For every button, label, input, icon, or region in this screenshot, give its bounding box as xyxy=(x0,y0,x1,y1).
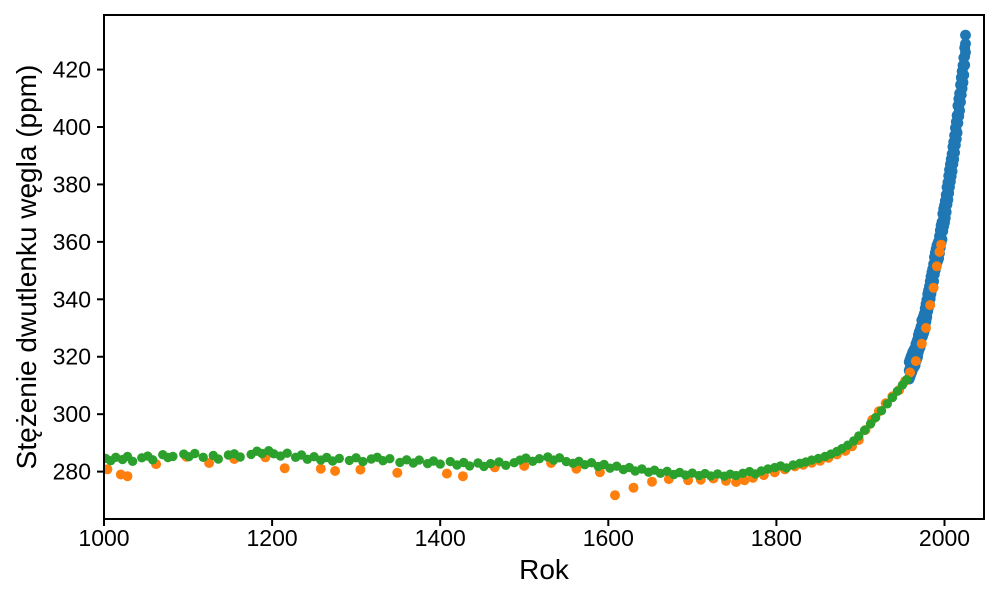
x-axis-title: Rok xyxy=(519,554,569,585)
x-tick-label: 1800 xyxy=(751,525,802,551)
ice-core-record-green-point xyxy=(385,454,395,464)
ice-core-record-orange-point xyxy=(279,463,290,474)
ice-core-record-orange-point xyxy=(457,471,468,482)
ice-core-record-green-point xyxy=(414,455,424,465)
instrumental-record-blue-series xyxy=(903,29,971,385)
ice-core-record-orange-point xyxy=(330,466,341,476)
x-tick-label: 2000 xyxy=(919,525,970,551)
ice-core-record-orange-point xyxy=(610,490,620,501)
ice-core-record-orange-point xyxy=(910,356,921,367)
ice-core-record-green-point xyxy=(235,452,245,462)
ice-core-record-green-point xyxy=(358,456,368,467)
ice-core-record-green-point xyxy=(168,451,178,462)
y-tick-label: 280 xyxy=(53,459,91,485)
plot-border xyxy=(103,14,985,520)
ice-core-record-green-point xyxy=(148,455,158,465)
ice-core-record-green-point xyxy=(876,406,887,416)
ice-core-record-green-point xyxy=(902,375,912,385)
ice-core-record-green-point xyxy=(882,399,892,409)
ice-core-record-green-point xyxy=(870,412,881,423)
ice-core-record-green-point xyxy=(190,448,200,459)
instrumental-record-blue-point xyxy=(960,46,971,58)
y-tick-label: 360 xyxy=(53,229,91,255)
ice-core-record-orange-point xyxy=(104,464,113,475)
instrumental-record-blue-point xyxy=(959,59,971,71)
ice-core-record-green-series xyxy=(104,375,912,481)
x-tick-label: 1600 xyxy=(583,525,634,551)
ice-core-record-orange-point xyxy=(928,282,939,293)
ice-core-record-green-point xyxy=(859,425,870,435)
x-tick-label: 1200 xyxy=(247,525,298,551)
ice-core-record-orange-point xyxy=(315,463,326,474)
ice-core-record-green-point xyxy=(501,460,511,470)
ice-core-record-orange-point xyxy=(925,300,936,311)
x-tick-label: 1400 xyxy=(415,525,466,551)
ice-core-record-green-point xyxy=(127,456,138,466)
ice-core-record-green-point xyxy=(464,461,475,471)
ice-core-record-green-point xyxy=(435,459,445,469)
y-tick-label: 340 xyxy=(53,286,91,312)
ice-core-record-orange-point xyxy=(441,468,452,479)
instrumental-record-blue-point xyxy=(951,127,963,139)
y-tick-label: 420 xyxy=(53,57,91,83)
ice-core-record-orange-point xyxy=(647,476,657,487)
instrumental-record-blue-point xyxy=(958,69,970,81)
y-axis-title: Stężenie dwutlenku węgla (ppm) xyxy=(11,64,42,470)
ice-core-record-green-point xyxy=(865,419,876,429)
ice-core-record-green-point xyxy=(887,392,898,403)
ice-core-record-green-point xyxy=(282,448,292,458)
ice-core-record-green-point xyxy=(334,453,344,464)
ice-core-record-orange-point xyxy=(936,239,947,250)
ice-core-record-orange-point xyxy=(921,323,931,333)
ice-core-record-orange-point xyxy=(905,367,915,378)
ice-core-record-orange-point xyxy=(355,464,366,475)
ice-core-record-orange-point xyxy=(628,482,639,493)
ice-core-record-orange-point xyxy=(122,471,133,482)
instrumental-record-blue-point xyxy=(960,29,971,41)
ice-core-record-green-point xyxy=(854,431,864,441)
ice-core-record-orange-point xyxy=(931,261,942,272)
ice-core-record-green-point xyxy=(534,454,545,464)
y-tick-label: 300 xyxy=(53,401,91,427)
ice-core-record-green-point xyxy=(198,452,208,462)
x-tick-label: 1000 xyxy=(78,525,129,551)
ice-core-record-green-point xyxy=(213,454,223,464)
y-tick-label: 400 xyxy=(53,114,91,140)
y-tick-label: 320 xyxy=(53,344,91,370)
y-tick-label: 380 xyxy=(53,171,91,197)
instrumental-record-blue-point xyxy=(960,38,971,50)
ice-core-record-orange-point xyxy=(392,467,403,478)
instrumental-record-blue-point xyxy=(954,105,965,116)
ice-core-record-orange-point xyxy=(916,338,927,349)
ice-core-record-green-point xyxy=(485,458,496,469)
ice-core-record-green-point xyxy=(892,386,903,396)
